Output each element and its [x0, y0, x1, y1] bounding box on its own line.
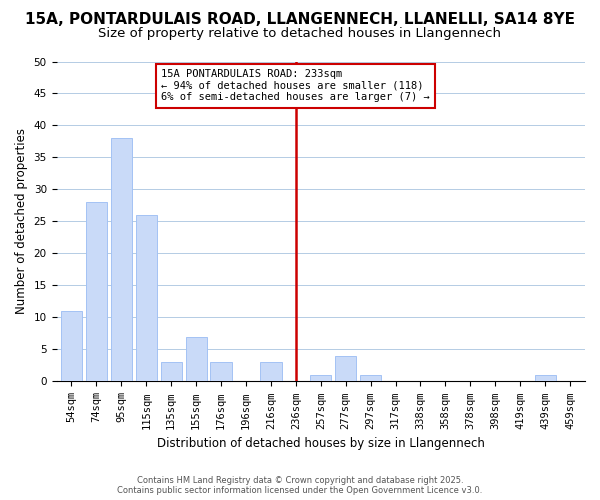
Bar [161, 362, 182, 382]
Bar [211, 362, 232, 382]
Text: Size of property relative to detached houses in Llangennech: Size of property relative to detached ho… [98, 28, 502, 40]
Bar [111, 138, 132, 382]
Bar [310, 375, 331, 382]
Bar [136, 215, 157, 382]
Bar [335, 356, 356, 382]
Y-axis label: Number of detached properties: Number of detached properties [15, 128, 28, 314]
Bar [535, 375, 556, 382]
Text: 15A PONTARDULAIS ROAD: 233sqm
← 94% of detached houses are smaller (118)
6% of s: 15A PONTARDULAIS ROAD: 233sqm ← 94% of d… [161, 69, 430, 102]
Bar [185, 336, 207, 382]
Text: Contains HM Land Registry data © Crown copyright and database right 2025.
Contai: Contains HM Land Registry data © Crown c… [118, 476, 482, 495]
Bar [360, 375, 381, 382]
Text: 15A, PONTARDULAIS ROAD, LLANGENNECH, LLANELLI, SA14 8YE: 15A, PONTARDULAIS ROAD, LLANGENNECH, LLA… [25, 12, 575, 28]
Bar [260, 362, 281, 382]
Bar [86, 202, 107, 382]
X-axis label: Distribution of detached houses by size in Llangennech: Distribution of detached houses by size … [157, 437, 485, 450]
Bar [61, 311, 82, 382]
